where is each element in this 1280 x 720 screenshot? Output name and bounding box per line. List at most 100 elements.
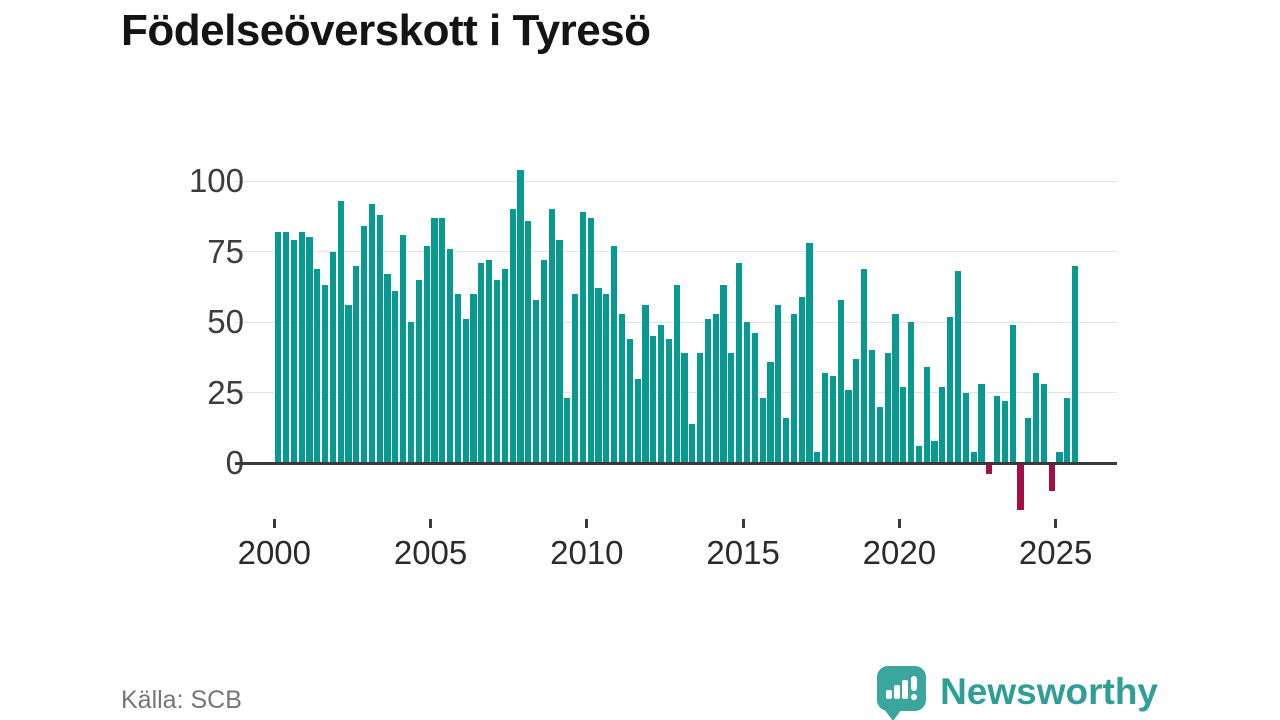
bar xyxy=(517,169,524,464)
bar xyxy=(564,398,571,464)
bar xyxy=(400,234,407,464)
bar xyxy=(962,392,969,464)
bar xyxy=(384,274,391,464)
bar xyxy=(782,418,790,464)
bar xyxy=(884,353,891,464)
bar xyxy=(1056,452,1063,464)
bar xyxy=(1017,465,1024,511)
bar xyxy=(642,305,649,464)
bar xyxy=(767,361,774,464)
y-gridline xyxy=(235,180,1117,182)
bar xyxy=(525,220,532,464)
bar xyxy=(415,279,422,464)
bar xyxy=(478,262,485,464)
y-tick-label: 100 xyxy=(188,162,244,199)
bar xyxy=(689,423,696,464)
y-tick-label: 75 xyxy=(207,232,244,270)
bar xyxy=(298,231,305,464)
bar xyxy=(579,212,586,464)
bar xyxy=(743,322,751,464)
logo-bubble-tail xyxy=(884,709,903,720)
x-tick-label: 2015 xyxy=(706,534,780,571)
bar xyxy=(572,293,579,464)
bar xyxy=(618,313,626,464)
x-tick-label: 2025 xyxy=(1018,534,1093,571)
bar xyxy=(868,350,876,464)
bar xyxy=(329,251,336,464)
bar xyxy=(423,245,430,464)
bar xyxy=(611,245,618,464)
logo-bar-icon xyxy=(886,690,893,699)
bar xyxy=(681,353,688,464)
newsworthy-logo: Newsworthy xyxy=(877,664,1158,720)
x-tick-label: 2005 xyxy=(393,534,468,571)
chart-title: Födelseöverskott i Tyresö xyxy=(121,6,651,55)
bar xyxy=(337,200,344,464)
bar xyxy=(673,285,680,464)
bar xyxy=(509,209,516,464)
bar xyxy=(837,299,844,464)
bar xyxy=(431,217,438,464)
bar xyxy=(1009,324,1016,464)
bar xyxy=(728,353,735,464)
y-tick-label: 50 xyxy=(207,303,244,341)
bar xyxy=(540,260,547,464)
y-gridline xyxy=(235,251,1117,253)
bar xyxy=(853,358,860,464)
logo-exclamation-icon xyxy=(911,676,918,691)
x-tick-mark xyxy=(741,519,745,528)
x-tick-mark xyxy=(897,519,901,528)
bar xyxy=(306,237,313,464)
bar xyxy=(759,398,766,464)
x-tick-mark xyxy=(272,519,276,528)
bar xyxy=(697,353,704,464)
bar xyxy=(321,285,329,464)
bar xyxy=(704,319,712,464)
bar xyxy=(657,324,665,464)
bar xyxy=(775,305,782,464)
bar xyxy=(845,389,852,464)
x-axis-line xyxy=(235,461,1117,465)
bar xyxy=(290,240,297,464)
bar xyxy=(486,260,493,464)
bar xyxy=(1001,401,1008,464)
bar xyxy=(712,313,719,464)
bar xyxy=(1072,265,1079,464)
bar xyxy=(634,378,641,464)
bar xyxy=(1064,398,1071,464)
bar xyxy=(876,406,883,464)
bar xyxy=(751,333,758,464)
x-tick-label: 2010 xyxy=(550,534,624,571)
logo-bar-icon xyxy=(902,680,909,699)
y-tick-label: 25 xyxy=(207,373,244,411)
bar xyxy=(1025,418,1032,464)
bar xyxy=(650,336,657,464)
bar xyxy=(470,293,477,464)
bar xyxy=(462,319,469,464)
bar xyxy=(595,288,602,464)
bar xyxy=(1033,372,1040,464)
x-tick-mark xyxy=(429,519,433,528)
y-tick-label: 0 xyxy=(225,444,244,482)
bar xyxy=(900,387,907,464)
bar xyxy=(954,271,962,464)
bar xyxy=(1040,384,1047,464)
x-tick-mark xyxy=(1054,519,1058,528)
bar xyxy=(829,375,837,464)
bar xyxy=(587,217,594,464)
bar xyxy=(939,387,946,464)
bar xyxy=(1048,465,1055,491)
bar xyxy=(353,265,360,464)
bar xyxy=(798,296,805,464)
bar xyxy=(626,339,633,464)
bar xyxy=(454,293,461,464)
bar xyxy=(446,248,454,464)
bar xyxy=(665,339,672,464)
bar xyxy=(603,293,610,464)
bar xyxy=(548,209,555,464)
x-tick-label: 2000 xyxy=(237,534,312,571)
bar xyxy=(915,446,922,464)
bar xyxy=(947,316,954,464)
